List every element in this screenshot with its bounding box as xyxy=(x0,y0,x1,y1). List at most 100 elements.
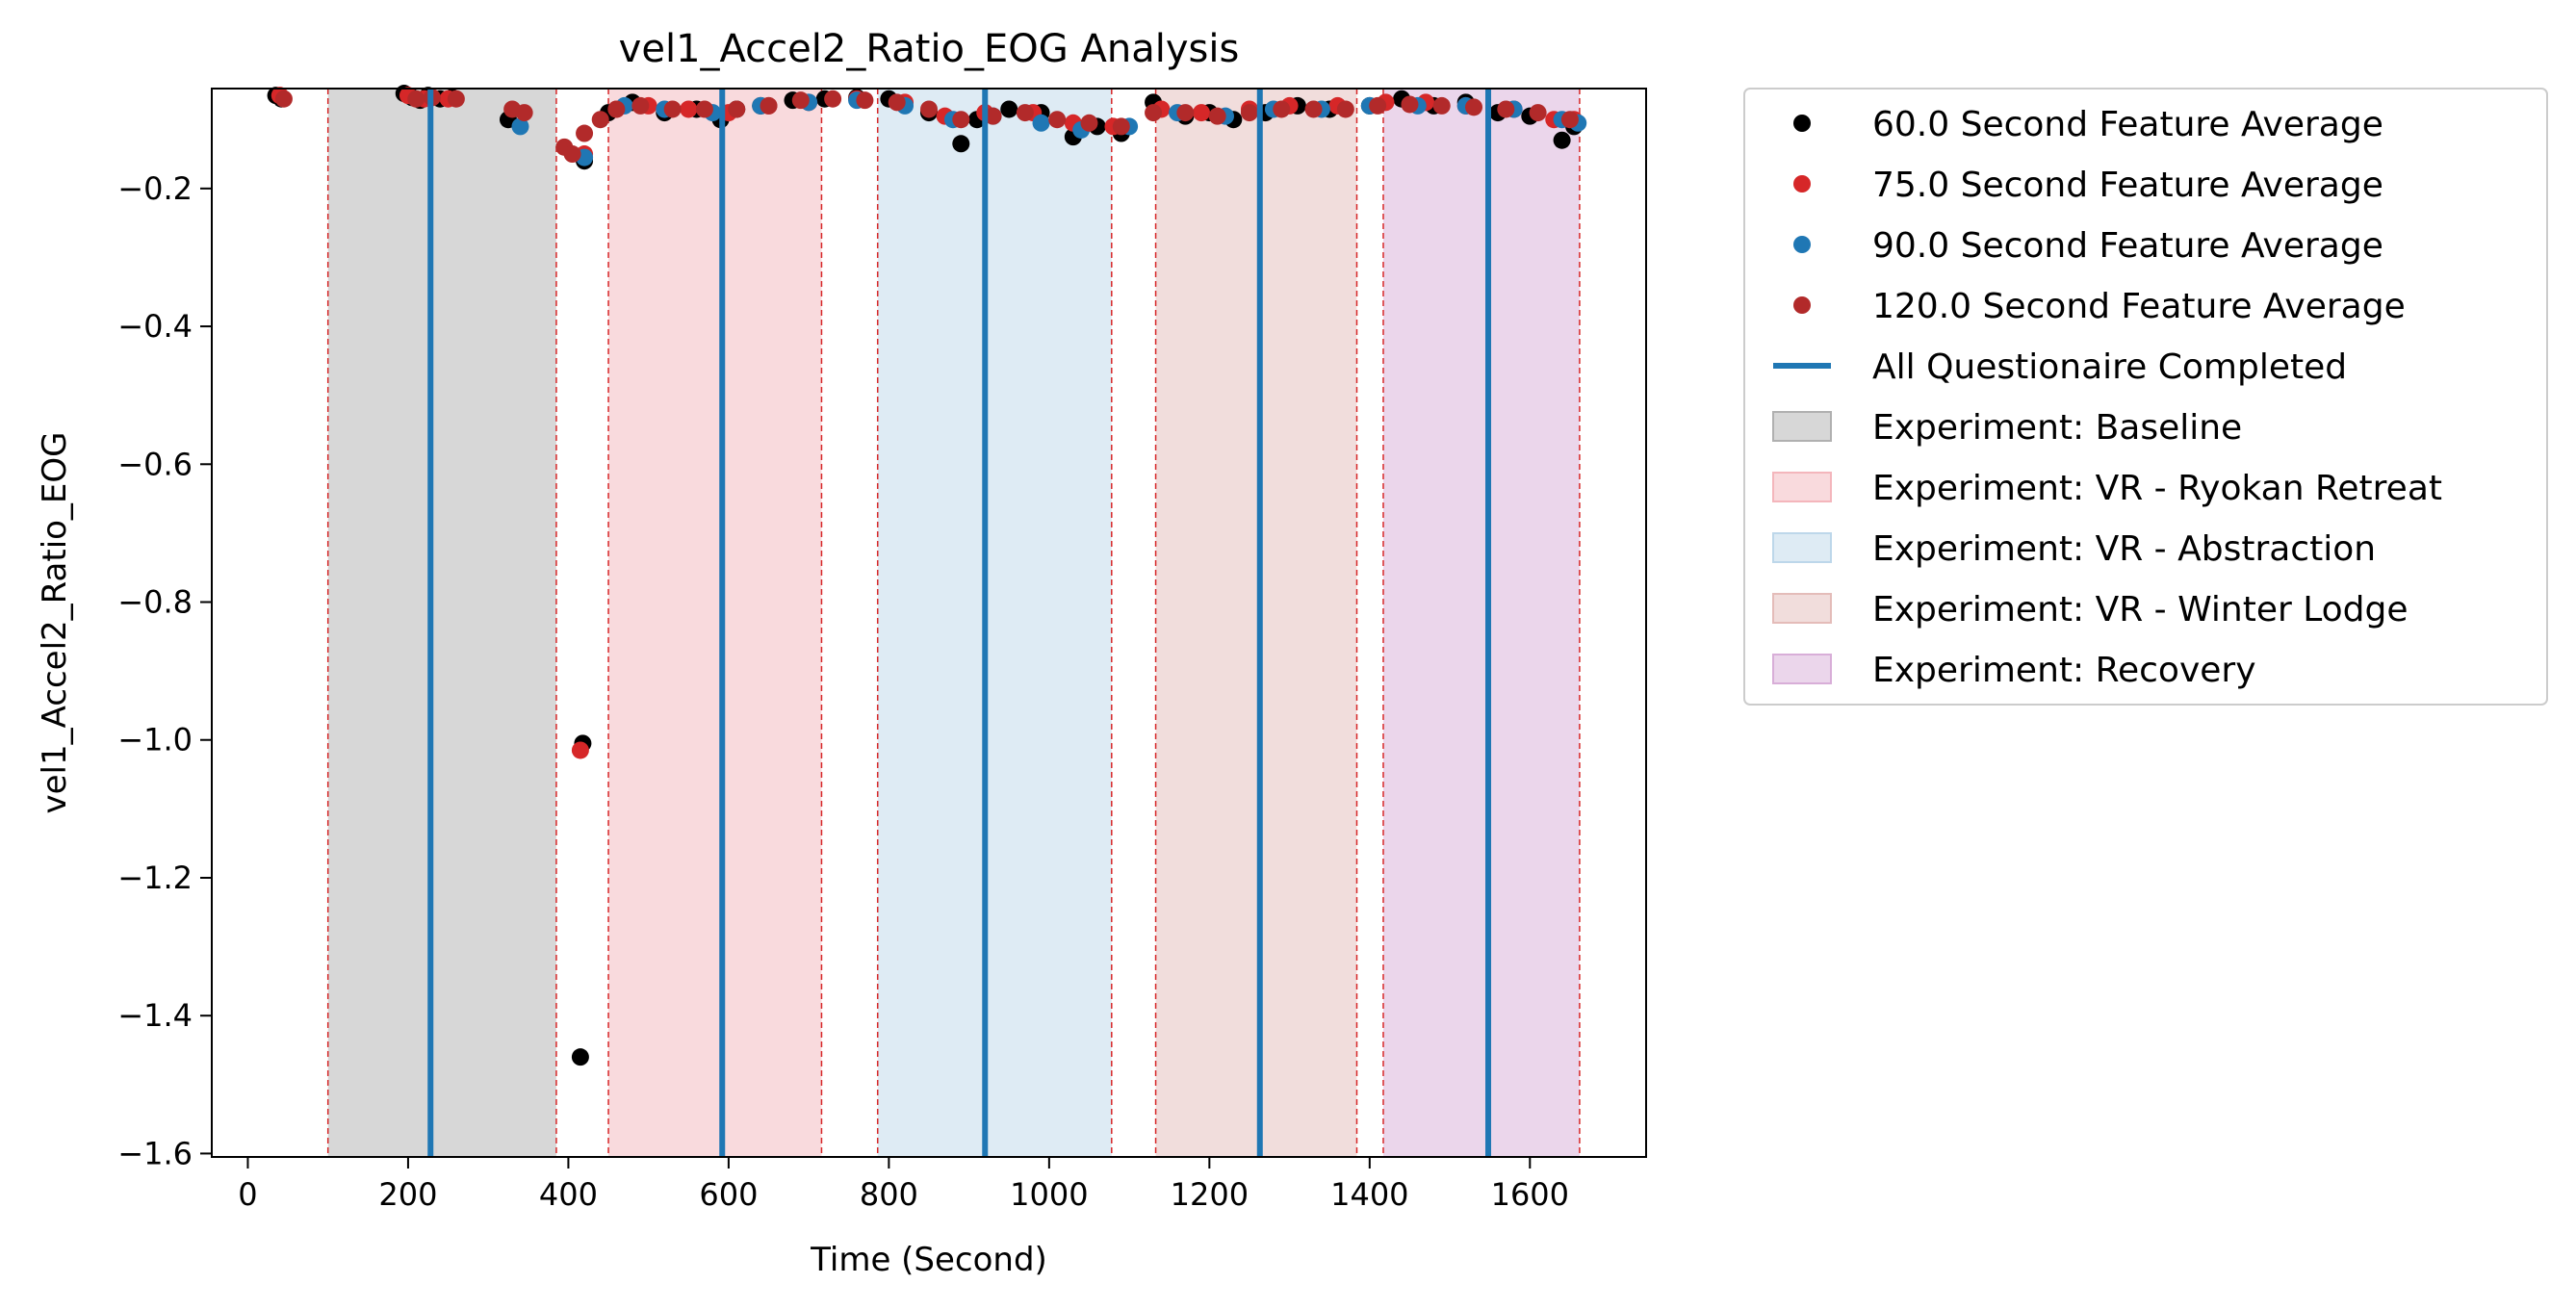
point-s3-7 xyxy=(563,145,581,164)
span-4 xyxy=(1382,89,1580,1157)
x-tick-label-1: 200 xyxy=(378,1176,437,1213)
legend-marker-2 xyxy=(1793,236,1811,253)
legend-marker-1 xyxy=(1793,175,1811,193)
point-s3-8 xyxy=(576,124,594,142)
plot-frame xyxy=(211,88,1647,1158)
legend-marker-3 xyxy=(1793,296,1811,314)
point-s3-3 xyxy=(447,90,465,108)
legend-label-9: Experiment: Recovery xyxy=(1872,651,2256,690)
legend-label-1: 75.0 Second Feature Average xyxy=(1872,166,2383,205)
legend-label-2: 90.0 Second Feature Average xyxy=(1872,226,2383,266)
point-s3-32 xyxy=(1304,100,1323,118)
x-tick-label-4: 800 xyxy=(860,1176,918,1213)
point-s3-17 xyxy=(824,90,842,108)
legend-box xyxy=(1743,88,2548,706)
legend-marker-6 xyxy=(1772,472,1832,502)
point-s2-0 xyxy=(511,117,529,136)
point-s3-30 xyxy=(1240,104,1258,122)
y-tick-label-3: −0.8 xyxy=(117,584,193,621)
x-tick-label-3: 600 xyxy=(699,1176,758,1213)
point-s1-4 xyxy=(571,741,589,759)
point-s0-24 xyxy=(952,135,970,153)
point-s3-0 xyxy=(274,90,293,108)
point-s3-23 xyxy=(1016,104,1034,122)
point-s3-1 xyxy=(407,90,425,108)
point-s3-20 xyxy=(920,100,938,118)
legend-label-0: 60.0 Second Feature Average xyxy=(1872,105,2383,144)
point-s3-10 xyxy=(607,100,626,118)
point-s0-26 xyxy=(1000,100,1018,118)
point-s1-8 xyxy=(680,100,698,118)
point-s3-16 xyxy=(791,91,810,110)
point-s3-36 xyxy=(1432,96,1451,115)
point-s3-9 xyxy=(591,111,609,129)
point-s3-31 xyxy=(1273,100,1291,118)
point-s0-44 xyxy=(1553,131,1571,149)
point-s3-11 xyxy=(631,96,650,115)
point-s3-40 xyxy=(1560,111,1579,129)
point-s3-21 xyxy=(952,111,970,129)
point-s3-14 xyxy=(728,100,746,118)
point-s3-5 xyxy=(515,104,533,122)
y-tick-label-0: −0.2 xyxy=(117,170,193,207)
legend-marker-9 xyxy=(1772,654,1832,684)
point-s3-27 xyxy=(1145,104,1163,122)
y-axis-label: vel1_Accel2_Ratio_EOG xyxy=(36,431,74,813)
point-s3-37 xyxy=(1465,98,1483,116)
legend-marker-8 xyxy=(1772,593,1832,624)
y-tick-label-6: −1.4 xyxy=(117,997,193,1034)
x-axis-label: Time (Second) xyxy=(810,1241,1047,1279)
point-s3-28 xyxy=(1176,104,1195,122)
legend-marker-0 xyxy=(1793,115,1811,132)
point-s3-35 xyxy=(1401,95,1419,114)
point-s1-20 xyxy=(1193,104,1211,122)
point-s3-26 xyxy=(1112,117,1130,136)
point-s0-9 xyxy=(571,1048,589,1066)
point-s3-19 xyxy=(888,93,906,112)
x-tick-label-2: 400 xyxy=(539,1176,598,1213)
span-3 xyxy=(1155,89,1357,1157)
x-axis-ticks: 0 200 400 600 800 1000 1200 1400 1600 xyxy=(238,1157,1569,1213)
point-s3-29 xyxy=(1208,107,1226,125)
point-s3-13 xyxy=(695,100,713,118)
y-tick-label-5: −1.2 xyxy=(117,860,193,896)
point-s3-33 xyxy=(1336,100,1354,118)
y-tick-label-4: −1.0 xyxy=(117,722,193,758)
legend-label-8: Experiment: VR - Winter Lodge xyxy=(1872,590,2409,629)
point-s2-11 xyxy=(1032,114,1050,132)
span-2 xyxy=(877,89,1112,1157)
x-tick-label-5: 1000 xyxy=(1010,1176,1088,1213)
y-tick-label-2: −0.6 xyxy=(117,446,193,482)
legend-label-7: Experiment: VR - Abstraction xyxy=(1872,529,2376,569)
span-1 xyxy=(608,89,822,1157)
legend-label-4: All Questionaire Completed xyxy=(1872,347,2347,387)
point-s3-24 xyxy=(1048,111,1067,129)
point-s3-22 xyxy=(984,107,1002,125)
span-edges xyxy=(326,89,1581,1157)
x-tick-label-7: 1400 xyxy=(1330,1176,1408,1213)
y-axis-ticks: −0.2 −0.4 −0.6 −0.8 −1.0 −1.2 −1.4 −1.6 xyxy=(117,170,212,1171)
legend-marker-7 xyxy=(1772,532,1832,563)
legend: 60.0 Second Feature Average 75.0 Second F… xyxy=(1743,88,2548,706)
span-0 xyxy=(327,89,556,1157)
point-s3-25 xyxy=(1080,114,1098,132)
legend-label-3: 120.0 Second Feature Average xyxy=(1872,287,2406,326)
point-s3-34 xyxy=(1369,96,1387,115)
legend-marker-5 xyxy=(1772,411,1832,442)
x-tick-label-8: 1600 xyxy=(1491,1176,1569,1213)
questionnaire-lines xyxy=(427,89,1492,1157)
x-tick-label-6: 1200 xyxy=(1171,1176,1249,1213)
y-tick-label-1: −0.4 xyxy=(117,308,193,345)
y-tick-label-7: −1.6 xyxy=(117,1135,193,1171)
legend-label-6: Experiment: VR - Ryokan Retreat xyxy=(1872,469,2442,508)
point-s3-12 xyxy=(663,100,682,118)
experiment-spans xyxy=(327,89,1580,1157)
chart-title: vel1_Accel2_Ratio_EOG Analysis xyxy=(619,27,1240,71)
data-points xyxy=(267,85,1587,1066)
point-s3-39 xyxy=(1529,104,1547,122)
legend-label-5: Experiment: Baseline xyxy=(1872,408,2242,448)
x-tick-label-0: 0 xyxy=(238,1176,257,1213)
point-s3-15 xyxy=(760,96,778,115)
point-s3-18 xyxy=(856,91,874,110)
